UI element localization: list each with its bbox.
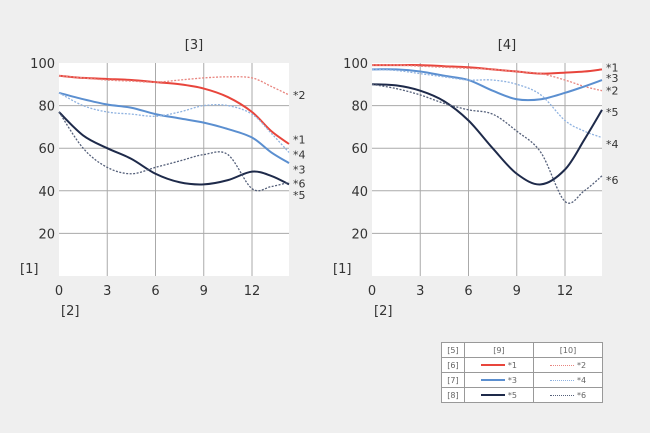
legend-header: [5] [441,342,465,358]
series-line-s4 [371,68,603,139]
series-line-s3 [371,68,603,102]
x-tick-label: 3 [103,284,111,299]
legend-entry: *2 [532,357,604,373]
y-tick-label: 60 [38,142,55,157]
y-tick-label: 40 [38,185,55,200]
series-line-s5 [371,83,603,186]
x-axis-label: [2] [374,304,392,319]
chart-title: [3] [185,38,203,53]
series-line-s2 [58,75,290,96]
series-line-s4 [58,92,290,153]
legend-entry: *1 [463,357,534,373]
series-end-label: *1 [606,61,619,74]
y-axis-label: [1] [333,262,351,277]
series-end-label: *2 [606,85,619,98]
x-tick-label: 9 [513,284,521,299]
x-tick-label: 3 [416,284,424,299]
series-end-label: *5 [606,106,619,119]
x-tick-label: 6 [151,284,159,299]
legend-header: [10] [532,342,604,358]
x-axis-label: [2] [61,304,79,319]
x-tick-label: 0 [368,284,376,299]
series-line-s3 [58,91,290,164]
chart-title: [4] [498,38,516,53]
y-tick-label: 60 [351,142,368,157]
legend-entry: *4 [532,372,604,388]
legend-row-label: [7] [441,372,465,388]
legend-entry: *6 [532,387,604,403]
series-line-s2 [371,64,603,92]
series-end-label: *2 [293,89,306,102]
x-tick-label: 12 [557,284,574,299]
y-tick-label: 40 [351,185,368,200]
series-end-label: *4 [293,149,306,162]
x-tick-label: 12 [244,284,261,299]
legend-table: [5] [9] [10] [6] *1 *2 [7] *3 *4 [8] *5 … [441,342,604,403]
series-line-s5 [58,111,290,186]
series-line-s1 [58,74,290,145]
series-end-label: *6 [293,177,306,190]
legend-entry: *5 [463,387,534,403]
legend-header: [9] [463,342,534,358]
y-tick-label: 80 [38,100,55,115]
x-tick-label: 6 [464,284,472,299]
plot-area [372,63,602,276]
plot-area [59,63,289,276]
y-tick-label: 20 [351,227,368,242]
x-tick-label: 0 [55,284,63,299]
series-end-label: *1 [293,134,306,147]
legend-entry: *3 [463,372,534,388]
series-end-label: *3 [293,164,306,177]
series-end-label: *6 [606,174,619,187]
series-end-label: *5 [293,189,306,202]
y-tick-label: 100 [343,57,368,72]
x-tick-label: 9 [200,284,208,299]
series-line-s6 [371,83,603,204]
legend-row-label: [6] [441,357,465,373]
y-tick-label: 80 [351,100,368,115]
y-axis-label: [1] [20,262,38,277]
series-end-label: *4 [606,138,619,151]
y-tick-label: 20 [38,227,55,242]
series-end-label: *3 [606,72,619,85]
legend-row-label: [8] [441,387,465,403]
y-tick-label: 100 [30,57,55,72]
